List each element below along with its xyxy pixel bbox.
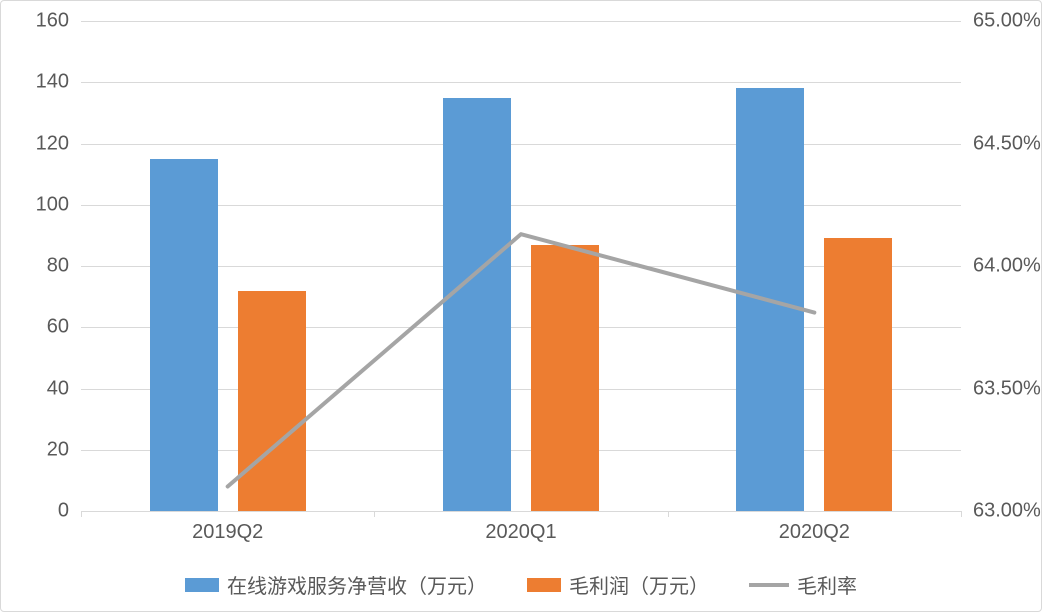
legend-item-revenue: 在线游戏服务净营收（万元） (185, 570, 487, 599)
x-tick (374, 511, 375, 517)
y-left-tick-label: 120 (36, 132, 69, 155)
x-tick (81, 511, 82, 517)
gridline (81, 511, 961, 512)
y-right-tick-label: 64.50% (973, 132, 1041, 155)
legend-line-margin (749, 583, 789, 587)
y-left-tick-label: 80 (47, 255, 69, 278)
x-tick-label: 2020Q1 (485, 521, 556, 544)
y-left-tick-label: 140 (36, 71, 69, 94)
legend-swatch-profit (527, 578, 561, 592)
y-right-tick-label: 65.00% (973, 10, 1041, 33)
x-tick (961, 511, 962, 517)
y-left-tick-label: 20 (47, 438, 69, 461)
y-left-tick-label: 0 (58, 500, 69, 523)
legend-swatch-revenue (185, 578, 219, 592)
plot-area: 02040608010012014016063.00%63.50%64.00%6… (81, 21, 961, 511)
legend-label-profit: 毛利润（万元） (569, 570, 709, 599)
x-tick (668, 511, 669, 517)
y-left-tick-label: 100 (36, 193, 69, 216)
x-tick-label: 2020Q2 (779, 521, 850, 544)
x-tick-label: 2019Q2 (192, 521, 263, 544)
legend-item-margin: 毛利率 (749, 570, 857, 599)
chart-container: 0 20 40 60 80 100 120 140 160 63.00% 63.50% 64.00% 6… (0, 0, 1042, 612)
y-right-tick-label: 63.00% (973, 500, 1041, 523)
line-series-margin (81, 21, 961, 511)
legend-label-revenue: 在线游戏服务净营收（万元） (227, 570, 487, 599)
legend-label-margin: 毛利率 (797, 570, 857, 599)
legend: 在线游戏服务净营收（万元） 毛利润（万元） 毛利率 (1, 570, 1041, 599)
y-right-tick-label: 64.00% (973, 255, 1041, 278)
legend-item-profit: 毛利润（万元） (527, 570, 709, 599)
y-left-tick-label: 60 (47, 316, 69, 339)
y-left-tick-label: 160 (36, 10, 69, 33)
y-right-tick-label: 63.50% (973, 377, 1041, 400)
y-left-tick-label: 40 (47, 377, 69, 400)
